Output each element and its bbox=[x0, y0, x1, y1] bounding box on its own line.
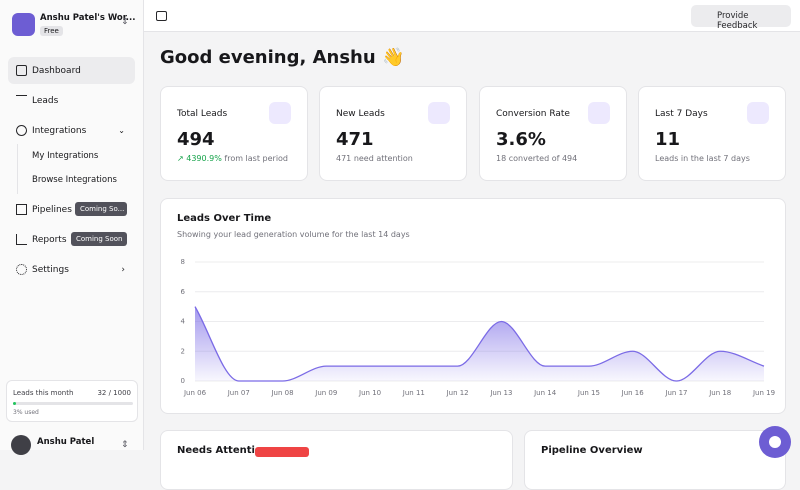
nav-label: Integrations bbox=[32, 125, 87, 136]
subnav-line bbox=[17, 144, 18, 194]
stat-change: 4390.9% bbox=[186, 154, 222, 163]
usage-track bbox=[13, 402, 133, 405]
panel-title: Pipeline Overview bbox=[541, 445, 643, 456]
stat-card: Conversion Rate 3.6% 18 converted of 494 bbox=[479, 86, 627, 181]
pipeline-panel: Pipeline Overview bbox=[524, 430, 786, 490]
stat-icon bbox=[588, 102, 610, 124]
usage-card: Leads this month 32 / 1000 3% used bbox=[6, 380, 138, 422]
usage-percent: 3% used bbox=[13, 409, 39, 416]
nav-integrations[interactable]: Integrations ⌄ bbox=[8, 117, 135, 144]
stat-value: 11 bbox=[655, 129, 681, 150]
user-menu[interactable]: ⇕ bbox=[121, 440, 129, 450]
x-tick-label: Jun 09 bbox=[314, 389, 337, 397]
stat-note-text: from last period bbox=[224, 154, 289, 163]
sidebar: Anshu Patel's Wor... Free ⇕ Dashboard Le… bbox=[0, 0, 144, 455]
x-tick-label: Jun 14 bbox=[533, 389, 557, 397]
x-tick-label: Jun 11 bbox=[402, 389, 425, 397]
stat-card: Last 7 Days 11 Leads in the last 7 days bbox=[638, 86, 786, 181]
stat-note: 18 converted of 494 bbox=[496, 154, 578, 163]
y-tick-label: 0 bbox=[181, 377, 185, 385]
y-tick-label: 2 bbox=[181, 347, 185, 355]
badge: Coming Soon bbox=[71, 232, 128, 246]
nav-label: Dashboard bbox=[32, 65, 81, 76]
x-tick-label: Jun 10 bbox=[358, 389, 381, 397]
x-tick-label: Jun 18 bbox=[708, 389, 731, 397]
alert-badge bbox=[255, 447, 309, 457]
stat-icon bbox=[269, 102, 291, 124]
stat-title: Total Leads bbox=[177, 109, 228, 119]
line bbox=[194, 306, 765, 382]
stat-value: 471 bbox=[336, 129, 374, 150]
user-name[interactable]: Anshu Patel bbox=[37, 437, 95, 447]
x-tick-label: Jun 13 bbox=[489, 389, 512, 397]
nav-label: Reports bbox=[32, 234, 67, 245]
y-tick-label: 4 bbox=[181, 318, 186, 326]
nav-settings[interactable]: Settings › bbox=[8, 256, 135, 283]
arrow: ↗ bbox=[177, 154, 187, 163]
nav-pipelines[interactable]: Pipelines Coming So... bbox=[8, 196, 135, 223]
avatar bbox=[11, 435, 31, 455]
stat-note: ↗ 4390.9% from last period bbox=[177, 154, 288, 163]
y-tick-label: 6 bbox=[181, 288, 186, 296]
x-tick-label: Jun 15 bbox=[577, 389, 600, 397]
greeting: Good evening, Anshu 👋 bbox=[160, 47, 405, 68]
nav-label: Settings bbox=[32, 264, 69, 275]
stat-note: Leads in the last 7 days bbox=[655, 154, 750, 163]
nav-leads[interactable]: Leads bbox=[8, 87, 135, 114]
stat-value: 3.6% bbox=[496, 129, 546, 150]
chart-title: Leads Over Time bbox=[177, 213, 272, 224]
workspace-name[interactable]: Anshu Patel's Wor... bbox=[40, 13, 136, 23]
x-tick-label: Jun 12 bbox=[446, 389, 469, 397]
nav-sub[interactable]: My Integrations bbox=[32, 151, 99, 161]
stat-card: Total Leads 494 ↗ 4390.9% from last period bbox=[160, 86, 308, 181]
chart-subtitle: Showing your lead generation volume for … bbox=[177, 230, 410, 239]
x-tick-label: Jun 06 bbox=[183, 389, 207, 397]
plan-badge: Free bbox=[40, 26, 63, 36]
chart: 0 2 4 6 8 Jun 06 Jun 07 Jun 08 Jun 09 Jun 10 Jun 1… bbox=[181, 258, 776, 397]
usage-count: 32 / 1000 bbox=[97, 389, 131, 397]
nav-reports[interactable]: Reports Coming Soon bbox=[8, 226, 135, 253]
workspace-switch[interactable]: ⇕ bbox=[121, 17, 129, 27]
sidebar-toggle[interactable] bbox=[156, 11, 167, 21]
stat-title: Conversion Rate bbox=[496, 109, 570, 119]
stat-card: New Leads 471 471 need attention bbox=[319, 86, 467, 181]
stat-icon bbox=[428, 102, 450, 124]
nav-sub[interactable]: Browse Integrations bbox=[32, 175, 117, 185]
nav-label: Pipelines bbox=[32, 204, 72, 215]
x-tick-label: Jun 16 bbox=[621, 389, 645, 397]
x-tick-label: Jun 07 bbox=[227, 389, 250, 397]
y-tick-label: 8 bbox=[181, 258, 185, 266]
stat-value: 494 bbox=[177, 129, 215, 150]
feedback-button[interactable]: Provide Feedback bbox=[691, 5, 791, 31]
nav-dashboard[interactable]: Dashboard bbox=[8, 57, 135, 84]
stat-title: Last 7 Days bbox=[655, 109, 708, 119]
header: Provide Feedback bbox=[144, 0, 800, 32]
x-tick-label: Jun 17 bbox=[664, 389, 687, 397]
usage-label: Leads this month bbox=[13, 389, 74, 397]
attention-panel: Needs Attention bbox=[160, 430, 513, 490]
chart-card: Leads Over Time Showing your lead genera… bbox=[160, 198, 786, 414]
stat-note: 471 need attention bbox=[336, 154, 413, 163]
x-tick-label: Jun 08 bbox=[270, 389, 293, 397]
stat-title: New Leads bbox=[336, 109, 385, 119]
nav-label: Leads bbox=[32, 95, 59, 106]
badge: Coming So... bbox=[75, 202, 127, 216]
workspace-logo bbox=[12, 13, 35, 36]
stat-icon bbox=[747, 102, 769, 124]
x-tick-label: Jun 19 bbox=[752, 389, 775, 397]
chat-button[interactable] bbox=[759, 426, 791, 458]
